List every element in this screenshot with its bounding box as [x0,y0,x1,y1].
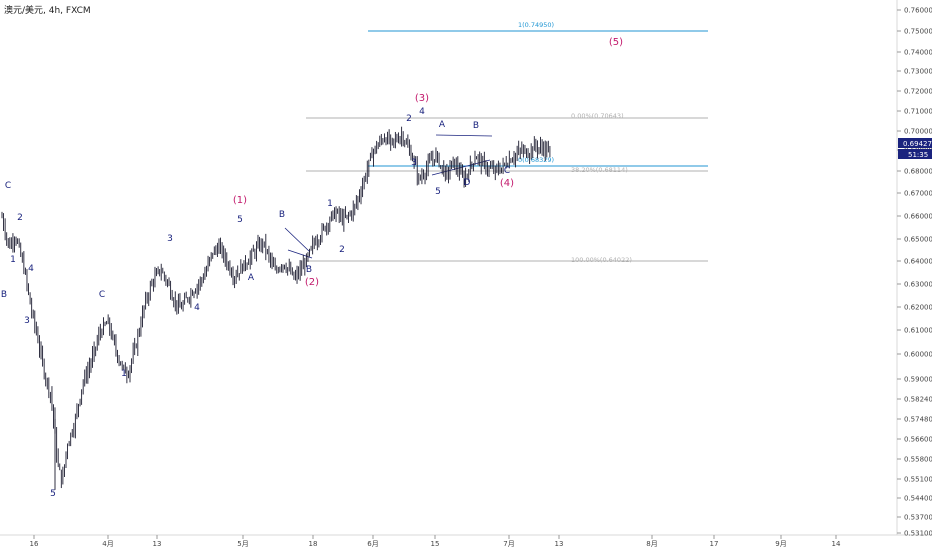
pattern-line [435,134,493,137]
time-tick-label: 13 [153,540,162,548]
price-tick-label: 0.63000 [904,281,932,289]
minor-wave-label: 4 [419,107,425,117]
minor-wave-label: B [1,290,7,300]
minor-wave-label: C [99,290,105,300]
minor-wave-label: 4 [194,303,200,313]
major-wave-label: (4) [500,178,514,189]
fib-level-label: 0(0.68329) [518,156,554,164]
major-wave-label: (1) [233,195,247,206]
fib-level-label: 100.00%(0.64022) [571,256,632,264]
minor-wave-label: 3 [411,158,417,168]
fib-level-label: 0.00%(0.70643) [571,112,624,120]
minor-wave-label: 4 [28,264,34,274]
minor-wave-label: C [504,166,510,176]
fib-levels: 1(0.74950) 0.00%(0.70643) 0(0.68329) 38.20%… [284,21,708,264]
time-tick-label: 7月 [503,540,514,548]
price-tick-label: 0.60000 [904,351,932,359]
price-tick-label: 0.73000 [904,68,932,76]
price-tick-label: 0.59000 [904,376,932,384]
chart-title: 澳元/美元, 4h, FXCM [4,4,91,16]
price-tick-label: 0.71000 [904,108,932,116]
price-tick-label: 0.65000 [904,236,932,244]
price-tick-label: 0.55100 [904,476,932,484]
minor-wave-label: 2 [406,114,412,124]
countdown-tag [898,149,932,159]
time-tick-label: 9月 [775,540,786,548]
price-tick-label: 0.70000 [904,128,932,136]
time-tick-label: 18 [309,540,318,548]
price-tick-label: 0.62000 [904,304,932,312]
price-tick-label: 0.67000 [904,190,932,198]
major-wave-label: (2) [305,277,319,288]
price-tick-label: 0.76000 [904,7,932,15]
time-tick-label: 17 [710,540,719,548]
time-tick-label: 6月 [367,540,378,548]
minor-wave-label: 3 [24,316,30,326]
price-tick-label: 0.61000 [904,327,932,335]
time-tick-label: 15 [431,540,440,548]
minor-wave-label: A [248,273,255,283]
price-tick-label: 0.53700 [904,514,932,522]
current-price-value: 0.69427 [903,140,932,148]
minor-wave-label: 5 [50,489,56,499]
price-bars [1,126,551,490]
time-tick-label: 16 [30,540,39,548]
price-tick-label: 0.55800 [904,456,932,464]
minor-wave-label: 3 [167,234,173,244]
price-tick-label: 0.64000 [904,258,932,266]
minor-wave-label: D [464,178,471,188]
price-tick-label: 0.75000 [904,28,932,36]
time-tick-label: 5月 [237,540,248,548]
minor-wave-label: 5 [435,187,441,197]
price-tick-label: 0.54400 [904,495,932,503]
price-tick-label: 0.68000 [904,168,932,176]
minor-wave-label: 1 [121,369,127,379]
minor-wave-label: A [439,120,446,130]
time-tick-label: 4月 [102,540,113,548]
price-tick-label: 0.72000 [904,88,932,96]
price-tick-label: 0.74000 [904,49,932,57]
current-price-tag [898,138,932,148]
wave-annotations: (1) (2) (3) (4) (5) C 2 1 B 4 3 B 5 1 2 3 4 5 A B C 1 2 3 4 5 A B D C [1,37,623,499]
price-tick-label: 0.57480 [904,416,932,424]
minor-wave-label: 1 [327,199,333,209]
price-tags: 0.69427 51:35 [898,138,932,159]
major-wave-label: (5) [609,37,623,48]
time-tick-label: 8月 [646,540,657,548]
price-tick-label: 0.66000 [904,213,932,221]
price-tick-label: 0.53100 [904,530,932,538]
time-axis[interactable]: 16 4月 13 5月 18 6月 15 7月 13 8月 17 9月 14 [30,535,841,548]
pattern-line [284,227,311,253]
fib-level-label: 38.20%(0.68114) [571,166,628,174]
minor-wave-label: B [473,121,479,131]
time-tick-label: 14 [832,540,841,548]
fib-level-label: 1(0.74950) [518,21,554,29]
countdown-value: 51:35 [908,151,928,159]
minor-wave-label: B [306,265,312,275]
minor-wave-label: 2 [339,245,345,255]
chart-symbol-title: 澳元/美元, 4h, FXCM [4,4,91,16]
price-tick-label: 0.56600 [904,436,932,444]
major-wave-label: (3) [415,93,429,104]
minor-wave-label: C [5,181,11,191]
minor-wave-label: B [279,210,285,220]
price-tick-label: 0.58240 [904,396,932,404]
time-tick-label: 13 [555,540,564,548]
minor-wave-label: 1 [10,255,16,265]
minor-wave-label: 2 [17,213,23,223]
minor-wave-label: 5 [237,215,243,225]
